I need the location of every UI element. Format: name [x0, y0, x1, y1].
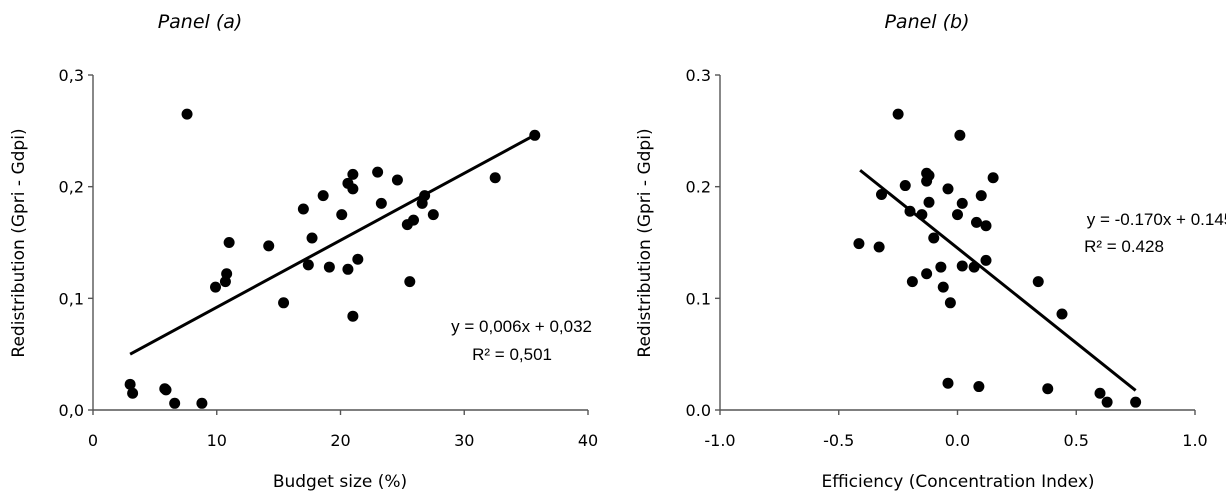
panel-b-r-squared: R² = 0.428: [1084, 237, 1164, 256]
panel-b-data-point: [980, 220, 992, 232]
panel-b-data-point: [928, 232, 940, 244]
panel-b-data-point: [1094, 387, 1106, 399]
panel-a-data-point: [375, 197, 387, 209]
panel-b-data-point: [892, 108, 904, 120]
panel-b-x-tick-label: -0.5: [823, 431, 854, 450]
panel-a-data-point: [124, 378, 136, 390]
panel-a-x-tick-label: 20: [330, 431, 350, 450]
panel-b-y-axis-label: Redistribution (Gpri - Gdpi): [635, 128, 655, 357]
panel-a-data-point: [263, 240, 275, 252]
panel-a-y-tick-label: 0,1: [59, 289, 84, 308]
panel-b-data-point: [876, 188, 887, 200]
panel-b-data-point: [942, 377, 954, 389]
panel-a-data-point: [169, 397, 181, 409]
panel-a-data-point: [347, 310, 359, 322]
panel-a-y-tick-label: 0,0: [59, 401, 84, 420]
panel-b-data-point: [853, 238, 865, 250]
panel-a-data-point: [127, 387, 139, 399]
panel-a-equation: y = 0,006x + 0,032: [451, 317, 592, 336]
panel-a-data-point: [489, 172, 501, 184]
panel-b-x-tick-label: 0.5: [1064, 431, 1089, 450]
panel-b-data-point: [935, 261, 947, 273]
panel-b-data-point: [937, 281, 949, 293]
panel-a-y-tick-label: 0,2: [59, 178, 84, 197]
panel-b-data-point: [921, 268, 933, 280]
panel-a-title: Panel (a): [158, 11, 243, 33]
panel-b-data-point: [973, 381, 985, 393]
panel-b-trendline: [859, 169, 1137, 392]
panel-b: Panel (b) Efficiency (Concentration Inde…: [635, 11, 1226, 492]
panel-b-data-point: [987, 172, 999, 184]
panel-b-data-point: [923, 196, 935, 208]
panel-a-data-point: [336, 209, 348, 221]
panel-b-data-point: [942, 183, 954, 195]
panel-b-data-point: [923, 170, 935, 181]
panel-a-data-point: [529, 129, 541, 141]
panel-a-trendline: [129, 133, 536, 356]
panel-b-data-point: [1101, 396, 1113, 408]
panel-a-x-tick-label: 10: [207, 431, 227, 450]
panel-b-data-point: [975, 190, 987, 202]
panel-b-y-tick-label: 0.0: [686, 401, 711, 420]
panel-b-x-tick-label: 1.0: [1182, 431, 1207, 450]
panel-b-x-tick-label: -1.0: [704, 431, 735, 450]
panel-a-data-point: [196, 397, 208, 409]
panel-b-data-point: [971, 216, 982, 228]
panel-b-data-point: [1130, 396, 1142, 408]
panel-a-data-point: [372, 166, 384, 178]
panel-a-x-tick-label: 30: [454, 431, 474, 450]
panel-b-data-point: [944, 297, 956, 309]
panel-b-data-point: [980, 254, 992, 266]
panel-a-data-point: [181, 108, 193, 120]
panel-a-data-point: [323, 261, 335, 273]
panel-a-data-point: [302, 259, 314, 271]
panel-b-y-tick-label: 0.1: [686, 289, 711, 308]
panel-a-data-point: [223, 237, 235, 248]
panel-b-data-point: [1056, 308, 1068, 320]
panel-a-data-point: [391, 174, 403, 186]
panel-a-data-point: [408, 214, 420, 226]
panel-a-data-point: [278, 297, 290, 309]
panel-a-data-point: [210, 281, 222, 293]
panel-b-data-point: [968, 261, 980, 273]
panel-a-data-point: [297, 203, 309, 215]
panel-b-data-point: [1042, 383, 1054, 395]
panel-a-y-tick-label: 0,3: [59, 66, 84, 85]
panel-b-data-point: [904, 205, 916, 217]
panel-a-x-axis-label: Budget size (%): [273, 472, 407, 492]
panel-a-data-point: [160, 384, 172, 396]
panel-a-x-tick-label: 0: [88, 431, 98, 450]
panel-a-data-point: [352, 253, 364, 265]
panel-a-data-point: [419, 190, 431, 202]
panel-a-x-tick-label: 40: [578, 431, 598, 450]
panel-a-data-point: [306, 232, 318, 244]
panel-a: Panel (a) Budget size (%) Redistribution…: [9, 11, 598, 492]
panel-a-data-point: [317, 190, 329, 202]
panel-b-data-point: [1032, 276, 1044, 288]
panel-a-data-point: [404, 276, 416, 288]
panel-a-data-point: [221, 268, 233, 280]
panel-b-data-point: [954, 129, 966, 141]
panel-b-y-tick-label: 0.2: [686, 178, 711, 197]
panel-b-x-axis-label: Efficiency (Concentration Index): [821, 472, 1094, 492]
panel-b-data-point: [899, 180, 911, 192]
panel-a-data-point: [342, 263, 354, 275]
panel-b-title: Panel (b): [884, 11, 969, 33]
panel-b-data-point: [873, 241, 885, 253]
panel-b-equation: y = -0.170x + 0.145: [1087, 210, 1226, 229]
panel-a-data-point: [427, 209, 439, 221]
panel-b-data-point: [916, 209, 928, 221]
panel-b-x-tick-label: 0.0: [945, 431, 970, 450]
panel-a-data-point: [347, 183, 359, 195]
panel-b-data-point: [952, 209, 963, 221]
panel-a-y-axis-label: Redistribution (Gpri - Gdpi): [9, 128, 29, 357]
panel-b-data-point: [906, 276, 918, 288]
panel-b-data-point: [956, 197, 968, 209]
panel-b-y-tick-label: 0.3: [686, 66, 711, 85]
panel-a-data-point: [347, 168, 359, 180]
panel-a-r-squared: R² = 0,501: [472, 345, 552, 364]
panel-b-data-point: [956, 260, 968, 272]
